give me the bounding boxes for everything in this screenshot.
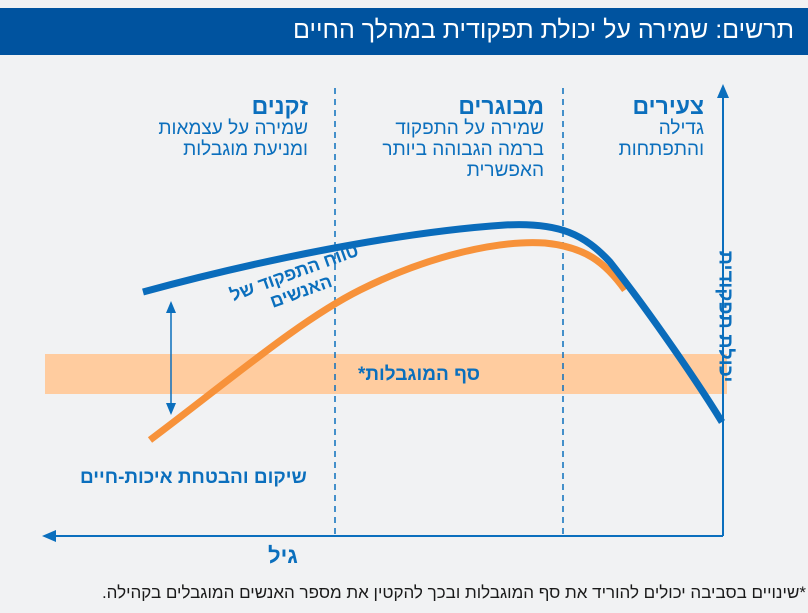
- threshold-label: סף המוגבלות*: [358, 364, 481, 385]
- range-arrow-up-icon: [166, 301, 176, 313]
- stage-young-line: והתפתחות: [618, 139, 704, 160]
- stage-old-line: שמירה על עצמאות: [158, 118, 308, 139]
- stage-adult-line: ברמה הגבוהה ביותר: [382, 139, 544, 160]
- header-bar: תרשים: שמירה על יכולת תפקודית במהלך החיי…: [0, 8, 808, 55]
- orange-curve: [147, 239, 628, 443]
- footnote: *שינויים בסביבה יכולים להוריד את סף המוג…: [101, 583, 806, 602]
- stage-adult-line: שמירה על התפקוד: [395, 118, 544, 139]
- stage-adult-heading: מבוגרים: [458, 93, 544, 119]
- stage-adult: מבוגרים שמירה על התפקוד ברמה הגבוהה ביות…: [382, 94, 544, 181]
- x-axis-arrow-icon: [42, 530, 56, 542]
- page-title: תרשים: שמירה על יכולת תפקודית במהלך החיי…: [293, 16, 794, 44]
- y-axis-label: יכולת תפקודית: [714, 250, 737, 383]
- stage-young-line: גדילה: [658, 118, 704, 139]
- blue-curve: [142, 221, 725, 424]
- range-arrow-down-icon: [166, 403, 176, 415]
- stage-old: זקנים שמירה על עצמאות ומניעת מוגבלות: [158, 94, 308, 160]
- disability-threshold-band: [45, 354, 727, 394]
- x-axis-label: גיל: [268, 543, 298, 568]
- rehab-label: שיקום והבטחת איכות-חיים: [80, 467, 307, 488]
- stage-young: צעירים גדילה והתפתחות: [619, 94, 704, 160]
- stage-young-heading: צעירים: [632, 93, 704, 119]
- stage-old-line: ומניעת מוגבלות: [183, 139, 308, 160]
- y-axis-arrow-icon: [717, 84, 729, 98]
- stage-old-heading: זקנים: [251, 93, 308, 119]
- stage-adult-line: האפשרית: [466, 160, 544, 181]
